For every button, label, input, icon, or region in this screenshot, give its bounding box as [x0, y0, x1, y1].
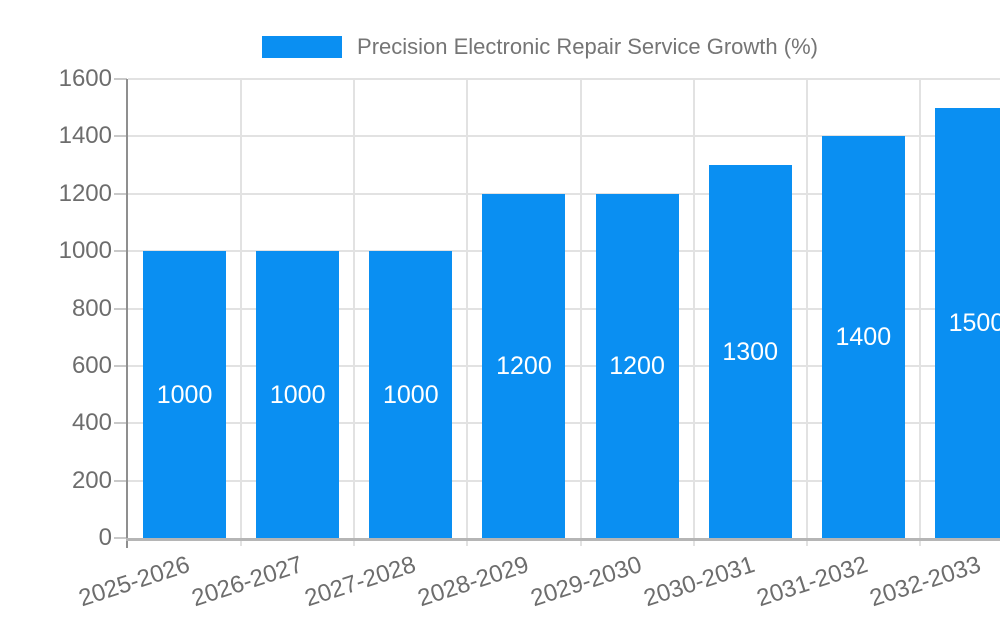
y-tick-label: 600 — [71, 351, 112, 379]
bar — [934, 107, 1000, 538]
y-tick-label: 1400 — [58, 122, 112, 150]
bar-value-label: 1300 — [722, 337, 778, 366]
x-gridline — [240, 79, 243, 546]
x-gridline — [353, 79, 356, 546]
bar-value-label: 1200 — [496, 351, 552, 380]
y-gridline — [128, 78, 1000, 80]
y-tick — [114, 422, 127, 425]
bar — [256, 251, 340, 538]
y-tick-label: 1200 — [58, 179, 112, 207]
x-gridline — [579, 79, 582, 546]
y-tick-label: 0 — [98, 524, 112, 551]
x-gridline — [692, 79, 695, 546]
y-tick-label: 1600 — [58, 65, 112, 92]
y-tick — [114, 364, 127, 367]
y-axis-line — [126, 79, 128, 548]
y-tick-label: 800 — [71, 294, 112, 322]
legend-swatch — [262, 36, 343, 58]
y-tick — [114, 307, 127, 310]
bar-chart: Precision Electronic Repair Service Grow… — [40, 16, 1000, 616]
bar-value-label: 1000 — [156, 380, 213, 409]
bar — [482, 193, 566, 538]
y-tick — [114, 250, 127, 253]
bar-value-label: 1000 — [383, 380, 439, 409]
x-axis-line — [126, 538, 1000, 541]
y-tick-label: 400 — [71, 409, 112, 437]
bar-value-label: 1200 — [609, 351, 665, 380]
y-tick — [114, 537, 127, 539]
x-gridline — [805, 79, 808, 546]
y-tick-label: 1000 — [58, 237, 112, 265]
y-tick — [114, 78, 127, 80]
y-gridline — [128, 135, 1000, 138]
bar — [369, 251, 453, 538]
x-gridline — [918, 79, 921, 546]
y-tick — [114, 479, 127, 482]
y-tick — [114, 192, 127, 195]
legend-item[interactable]: Precision Electronic Repair Service Grow… — [262, 34, 818, 60]
bar — [821, 136, 905, 538]
bar-value-label: 1000 — [269, 380, 326, 409]
y-tick — [114, 135, 127, 138]
bar — [708, 165, 792, 538]
bar-value-label: 1400 — [835, 323, 892, 352]
x-gridline — [466, 79, 469, 546]
legend-label: Precision Electronic Repair Service Grow… — [357, 34, 818, 59]
bar — [143, 251, 227, 538]
bar — [595, 193, 679, 538]
y-tick-label: 200 — [71, 466, 112, 494]
chart-legend: Precision Electronic Repair Service Grow… — [40, 34, 1000, 60]
bar-value-label: 1500 — [948, 308, 1000, 337]
